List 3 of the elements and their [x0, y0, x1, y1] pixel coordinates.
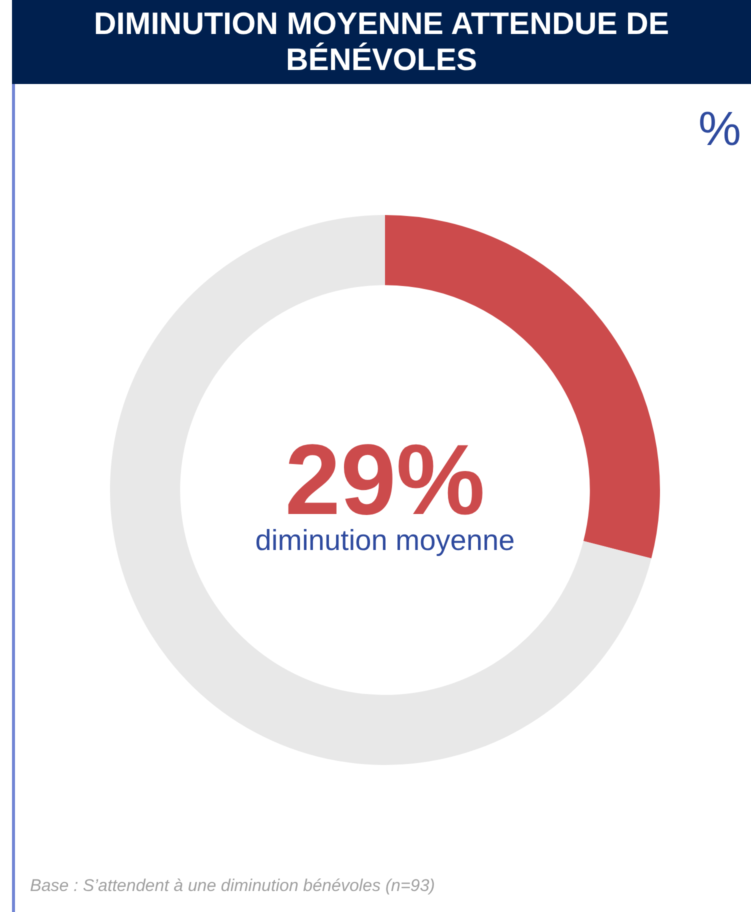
chart-title: DIMINUTION MOYENNE ATTENDUE DE BÉNÉVOLES [12, 0, 751, 84]
text: Base : S’attendent à une diminution bénévoles (n=93) [30, 876, 435, 896]
text: % [698, 102, 741, 157]
